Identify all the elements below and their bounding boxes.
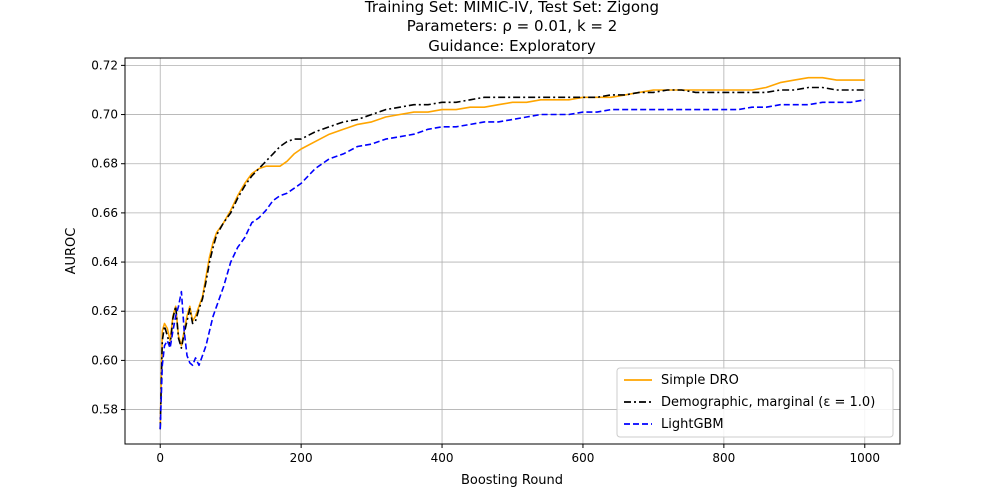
legend-label-simple-dro: Simple DRO <box>661 373 739 388</box>
series-line-demographic-marginal-1-0 <box>159 86 865 430</box>
y-tick-label: 0.68 <box>91 157 118 171</box>
grid-layer <box>125 58 900 444</box>
y-tick-label: 0.60 <box>91 353 118 367</box>
x-tick-label: 1000 <box>849 451 880 465</box>
chart-title-line-2: Parameters: ρ = 0.01, k = 2 <box>407 17 618 35</box>
x-tick-label: 400 <box>431 451 454 465</box>
y-tick-label: 0.58 <box>91 403 118 417</box>
chart-title-line-3: Guidance: Exploratory <box>428 37 596 55</box>
tick-layer: 0 200 400 600 800 1000 0.58 0.60 0.62 0.64 0.66 0.6… <box>91 58 880 465</box>
series-line-lightgbm <box>159 99 865 430</box>
y-tick-label: 0.72 <box>91 58 118 72</box>
y-axis-label: AUROC <box>64 228 79 275</box>
x-tick-label: 800 <box>712 451 735 465</box>
y-tick-label: 0.64 <box>91 255 118 269</box>
legend: Simple DRO Demographic, marginal (ε = 1.… <box>616 367 894 438</box>
x-tick-label: 0 <box>156 451 164 465</box>
plot-frame <box>124 57 901 445</box>
y-tick-label: 0.70 <box>91 108 118 122</box>
y-tick-label: 0.62 <box>91 304 118 318</box>
x-tick-label: 600 <box>572 451 595 465</box>
x-tick-label: 200 <box>290 451 313 465</box>
y-tick-label: 0.66 <box>91 206 118 220</box>
x-axis-label: Boosting Round <box>461 473 563 488</box>
chart-title-line-1: Training Set: MIMIC-IV, Test Set: Zigong <box>364 0 659 16</box>
legend-box <box>616 367 894 438</box>
legend-label-lightgbm: LightGBM <box>661 417 724 432</box>
series-layer <box>159 76 865 430</box>
legend-label-demographic-marginal: Demographic, marginal (ε = 1.0) <box>661 395 875 410</box>
